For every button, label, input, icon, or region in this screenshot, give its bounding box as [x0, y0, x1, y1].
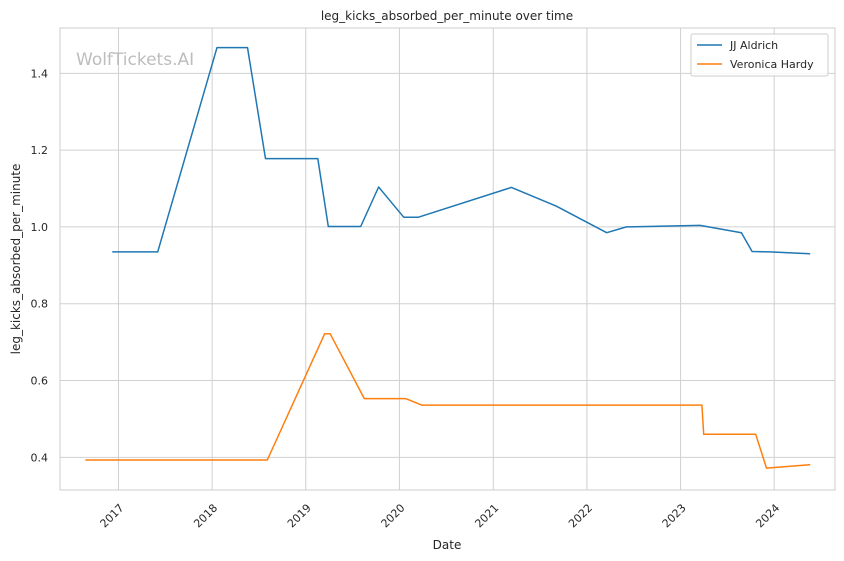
watermark: WolfTickets.AI [76, 50, 194, 70]
legend: JJ Aldrich Veronica Hardy [690, 33, 829, 77]
legend-label-jj-aldrich: JJ Aldrich [729, 39, 778, 52]
y-axis-title: leg_kicks_absorbed_per_minute [9, 164, 23, 355]
y-tick-label: 1.0 [31, 221, 49, 234]
x-axis-title: Date [433, 538, 462, 552]
plot-frame [59, 27, 836, 491]
y-tick-label: 0.6 [31, 375, 49, 388]
series-layer [85, 46, 811, 469]
chart-title: leg_kicks_absorbed_per_minute over time [321, 9, 573, 23]
grid-layer [60, 28, 835, 490]
series-line-veronica-hardy [85, 332, 811, 469]
y-tick-label: 0.4 [31, 451, 49, 464]
y-tick-label: 0.8 [31, 298, 49, 311]
series-line-jj-aldrich [112, 46, 811, 255]
legend-box [690, 33, 829, 77]
legend-label-veronica-hardy: Veronica Hardy [730, 58, 814, 71]
y-tick-label: 1.2 [31, 144, 49, 157]
y-tick-label: 1.4 [31, 67, 49, 80]
